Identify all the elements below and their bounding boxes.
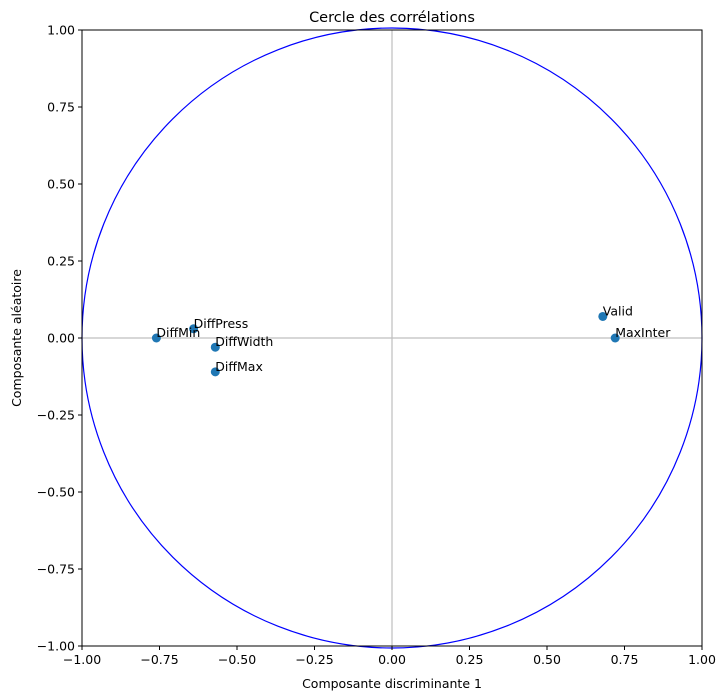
y-tick-label: 0.00: [47, 331, 75, 346]
x-tick-label: −0.25: [295, 652, 333, 667]
point-label-valid: Valid: [603, 303, 633, 318]
x-tick-label: −1.00: [63, 652, 101, 667]
x-tick-label: 0.75: [611, 652, 639, 667]
x-tick-label: 0.25: [456, 652, 484, 667]
y-tick-label: −0.25: [37, 408, 75, 423]
y-axis-title: Composante aléatoire: [9, 269, 24, 407]
x-axis: −1.00 −0.75 −0.50 −0.25 0.00 0.25 0.50 0.75 1.00: [63, 646, 716, 667]
y-tick-label: −0.75: [37, 562, 75, 577]
y-tick-label: −1.00: [37, 639, 75, 654]
x-tick-label: −0.50: [218, 652, 256, 667]
point-label-diffpress: DiffPress: [194, 316, 249, 331]
point-diffpress: [189, 324, 199, 334]
x-tick-label: 0.00: [378, 652, 406, 667]
x-tick-label: 0.50: [533, 652, 561, 667]
point-valid: [598, 311, 608, 321]
point-label-diffwidth: DiffWidth: [215, 334, 273, 349]
y-tick-label: 1.00: [47, 23, 75, 38]
y-tick-label: 0.50: [47, 177, 75, 192]
y-tick-label: 0.75: [47, 100, 75, 115]
point-diffwidth: [210, 342, 220, 352]
point-label-diffmin: DiffMin: [156, 325, 200, 340]
x-axis-title: Composante discriminante 1: [302, 676, 482, 691]
point-label-maxinter: MaxInter: [615, 325, 671, 340]
y-axis: 1.00 0.75 0.50 0.25 0.00 −0.25 −0.50 −0.75 −1.00: [37, 23, 82, 654]
y-tick-label: 0.25: [47, 254, 75, 269]
x-tick-label: −0.75: [140, 652, 178, 667]
chart-title: Cercle des corrélations: [309, 10, 475, 26]
point-diffmax: [210, 367, 220, 377]
points-layer: [151, 311, 620, 377]
point-maxinter: [610, 333, 620, 343]
x-tick-label: 1.00: [688, 652, 716, 667]
point-label-diffmax: DiffMax: [215, 359, 263, 374]
y-tick-label: −0.50: [37, 485, 75, 500]
point-diffmin: [151, 333, 161, 343]
